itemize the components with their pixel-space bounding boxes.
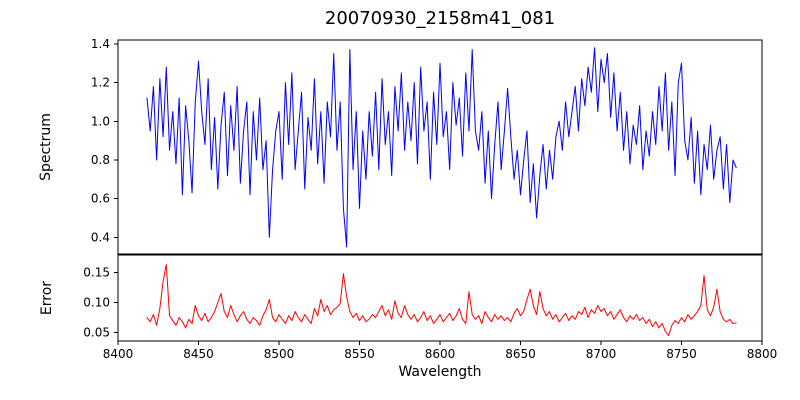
x-tick-label: 8500 <box>264 347 295 361</box>
x-tick-label: 8550 <box>344 347 375 361</box>
y-tick-label: 0.15 <box>83 265 110 279</box>
y-tick-label: 1.0 <box>91 114 110 128</box>
y-tick-label: 0.05 <box>83 326 110 340</box>
y-tick-label: 0.6 <box>91 192 110 206</box>
y-tick-label: 0.8 <box>91 153 110 167</box>
y-tick-label: 1.4 <box>91 37 110 51</box>
chart-title: 20070930_2158m41_081 <box>324 8 556 29</box>
y-tick-label: 0.4 <box>91 230 110 244</box>
error-line <box>146 264 737 337</box>
x-tick-label: 8600 <box>425 347 456 361</box>
x-tick-label: 8750 <box>666 347 697 361</box>
x-axis-label: Wavelength <box>398 364 482 380</box>
spectrum-line <box>146 47 737 248</box>
y-tick-label: 0.10 <box>83 296 110 310</box>
x-tick-label: 8450 <box>183 347 214 361</box>
plot-frame <box>117 39 763 255</box>
x-tick-label: 8700 <box>586 347 617 361</box>
plot-frame <box>117 254 763 342</box>
x-tick-label: 8800 <box>747 347 778 361</box>
y-tick-label: 1.2 <box>91 76 110 90</box>
x-tick-label: 8650 <box>505 347 536 361</box>
x-tick-label: 8400 <box>103 347 134 361</box>
